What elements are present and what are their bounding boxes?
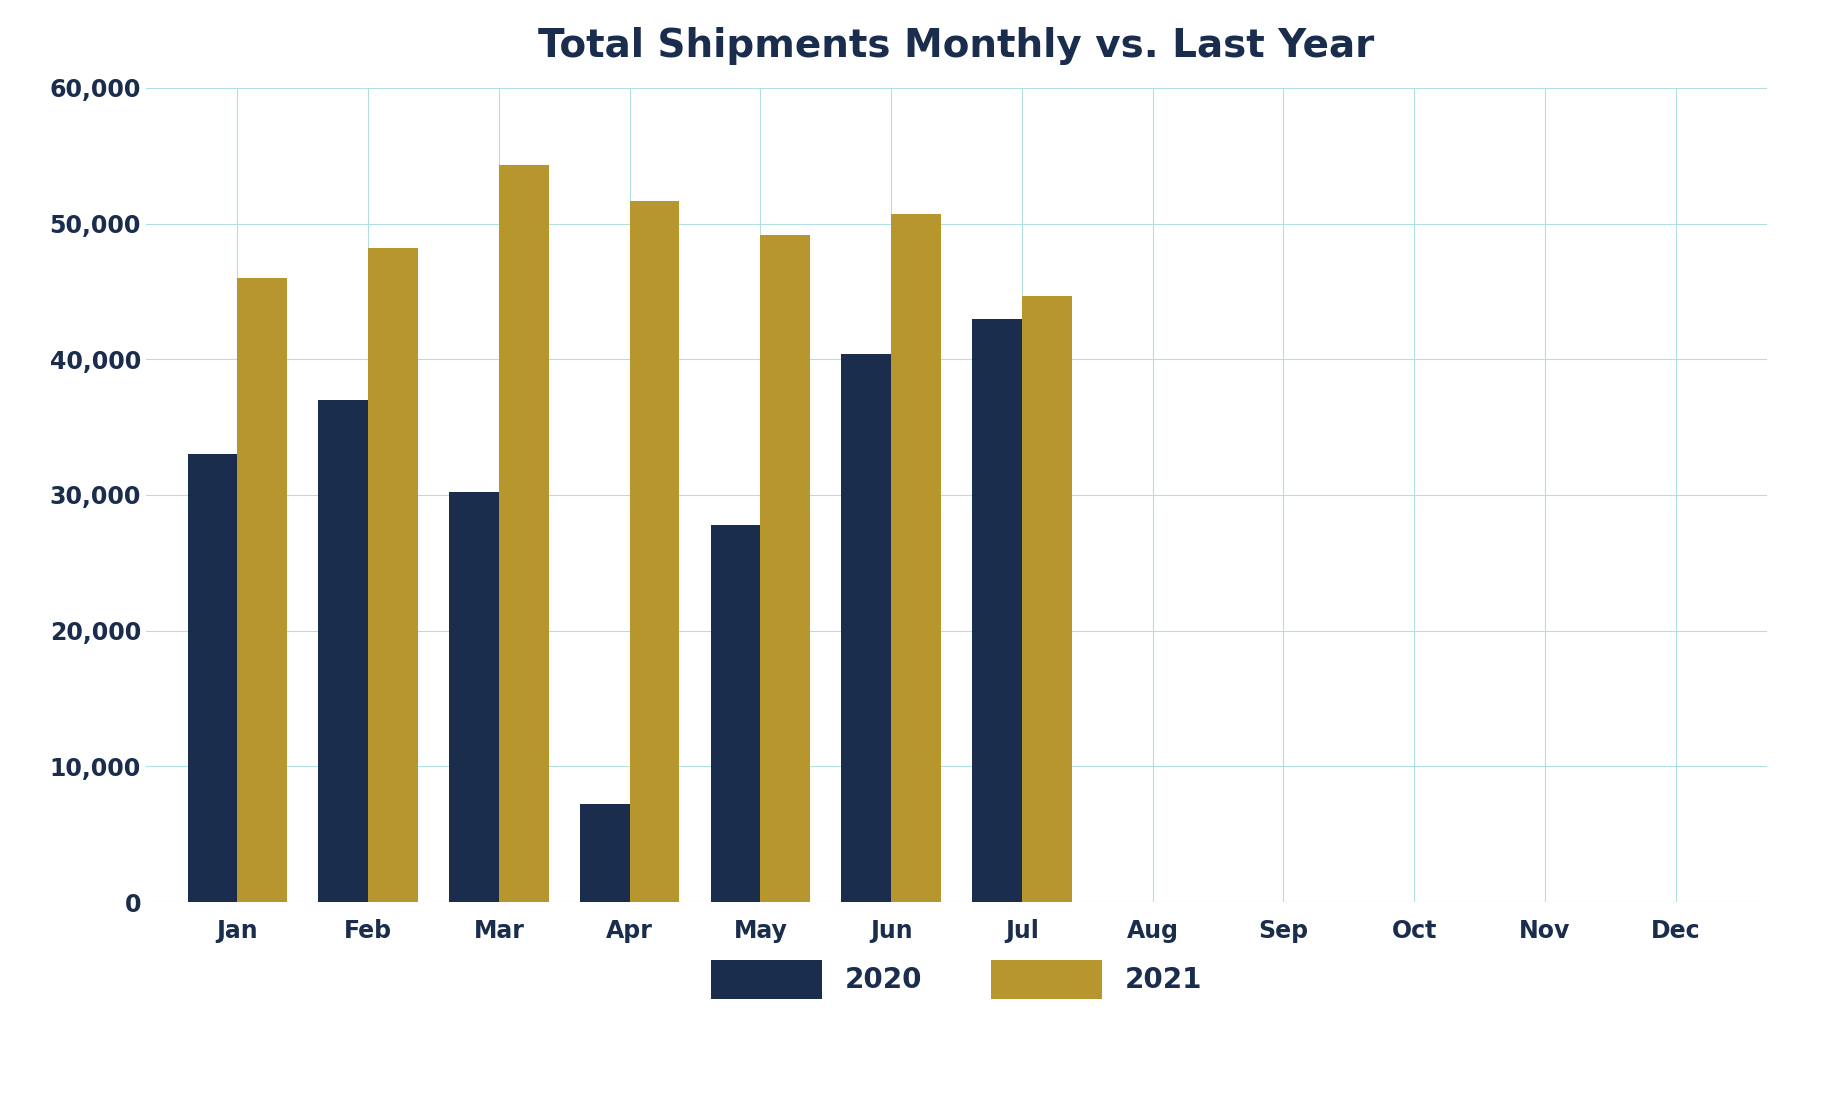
Bar — [579, 804, 630, 902]
Bar — [711, 525, 760, 902]
Bar — [450, 493, 499, 902]
Bar — [368, 249, 417, 902]
Bar — [319, 400, 368, 902]
Bar — [499, 165, 548, 902]
Legend: 2020, 2021: 2020, 2021 — [700, 948, 1213, 1010]
Bar — [1022, 296, 1071, 902]
Title: Total Shipments Monthly vs. Last Year: Total Shipments Monthly vs. Last Year — [539, 28, 1374, 65]
Bar — [891, 214, 940, 902]
Bar — [630, 200, 680, 902]
Bar — [760, 234, 811, 902]
Bar — [237, 278, 288, 902]
Bar — [973, 319, 1022, 902]
Bar — [842, 354, 891, 902]
Bar — [188, 454, 237, 902]
